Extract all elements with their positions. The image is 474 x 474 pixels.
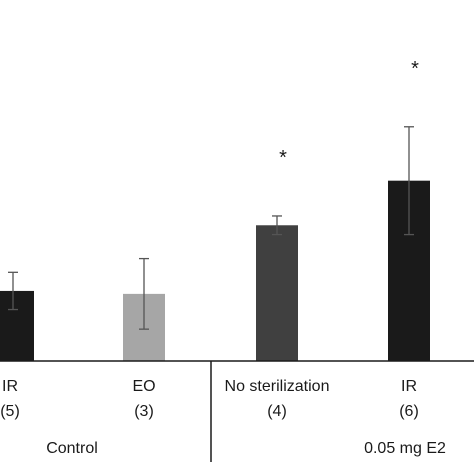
error-bar-2 <box>272 215 282 236</box>
category-labels: IR EO No sterilization IR <box>2 378 417 395</box>
error-bars <box>8 126 414 330</box>
category-label-2: No sterilization <box>225 378 330 395</box>
count-label-0: (5) <box>0 403 20 420</box>
category-label-3: IR <box>401 378 417 395</box>
count-label-2: (4) <box>267 403 287 420</box>
count-labels: (5) (3) (4) (6) <box>0 403 419 420</box>
significance-mark-2: * <box>279 147 287 169</box>
error-bar-3 <box>404 126 414 236</box>
bar-2 <box>256 225 298 361</box>
error-bar-0 <box>8 271 18 311</box>
bar-0 <box>0 290 34 361</box>
significance-mark-3: * <box>411 58 419 80</box>
category-label-1: EO <box>132 378 155 395</box>
category-label-0: IR <box>2 378 18 395</box>
count-label-1: (3) <box>134 403 154 420</box>
significance-marks: ** <box>279 58 419 169</box>
group-label-1: 0.05 mg E2 <box>364 440 446 457</box>
error-bar-1 <box>139 257 149 330</box>
bars <box>0 180 430 361</box>
count-label-3: (6) <box>399 403 419 420</box>
group-labels: Control 0.05 mg E2 <box>46 440 446 457</box>
group-label-0: Control <box>46 440 98 457</box>
